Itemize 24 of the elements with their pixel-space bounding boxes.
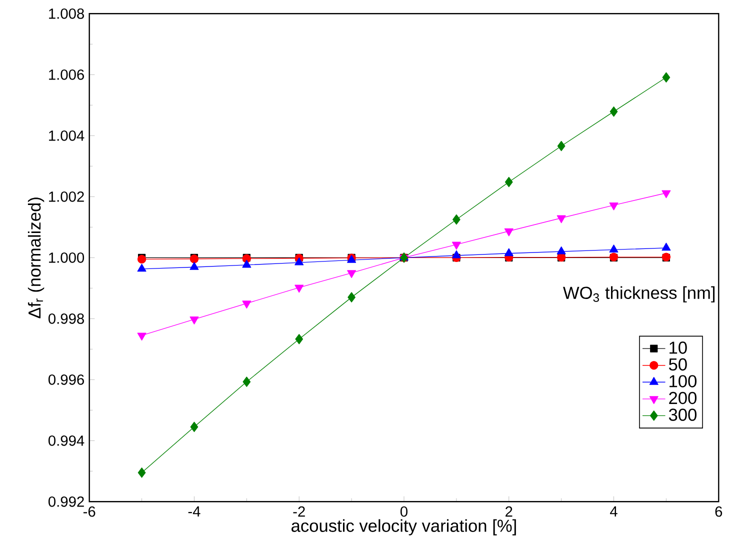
y-tick-label: 1.004 bbox=[49, 130, 84, 141]
x-axis-title: acoustic velocity variation [%] bbox=[292, 519, 516, 536]
y-tick-label: 0.996 bbox=[48, 374, 84, 385]
x-tick-label: -4 bbox=[188, 506, 200, 516]
y-tick-label: 1.008 bbox=[49, 8, 84, 19]
y-axis-title: Δf$_{r}$ (normalized) bbox=[28, 198, 44, 318]
legend-label: 300 bbox=[668, 408, 697, 421]
x-tick-label: 6 bbox=[715, 506, 722, 517]
legend-title: WO$_{3}$ thickness [nm] bbox=[563, 286, 715, 302]
x-tick-label: 4 bbox=[610, 506, 618, 516]
x-tick-label: 0 bbox=[400, 506, 408, 517]
legend-label: 50 bbox=[668, 358, 687, 371]
x-tick-label: -2 bbox=[293, 506, 305, 517]
x-tick-label: 2 bbox=[506, 506, 512, 517]
y-tick-label: 0.998 bbox=[48, 313, 84, 324]
y-tick-label: 1.000 bbox=[49, 252, 84, 263]
y-tick-label: 0.994 bbox=[48, 435, 84, 446]
legend-label: 200 bbox=[669, 392, 697, 404]
x-tick-label: -6 bbox=[83, 506, 96, 517]
legend-label: 100 bbox=[670, 375, 697, 388]
legend-label: 10 bbox=[670, 342, 687, 354]
y-tick-label: 1.006 bbox=[49, 69, 84, 80]
y-tick-label: 1.002 bbox=[49, 191, 84, 202]
y-tick-label: 0.992 bbox=[48, 496, 84, 507]
